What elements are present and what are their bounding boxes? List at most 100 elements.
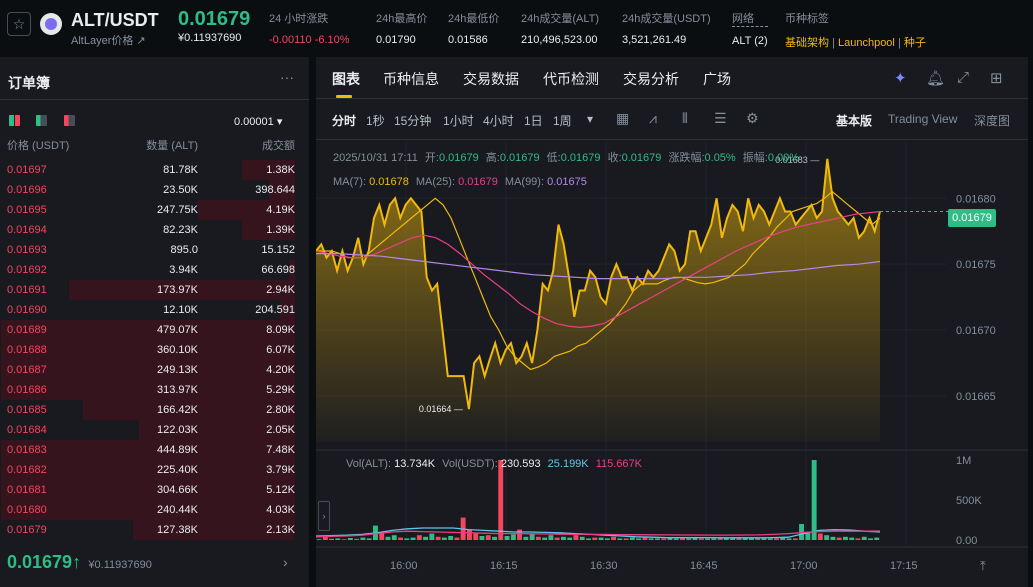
- expand-icon[interactable]: ⤢: [957, 69, 970, 86]
- ask-amount: 304.66K: [157, 484, 198, 496]
- price-chart[interactable]: 0.01680 0.01675 0.01670 0.01665 1M 500K 0.00 16…: [316, 57, 1028, 587]
- ask-price: 0.01687: [7, 364, 47, 376]
- volume-bar: [730, 538, 736, 540]
- volume-bar: [868, 538, 873, 540]
- ask-row[interactable]: 0.01690 12.10K 204.591: [0, 300, 309, 320]
- ask-row[interactable]: 0.01680 240.44K 4.03K: [0, 500, 309, 520]
- calendar-icon[interactable]: ▦: [616, 110, 630, 126]
- collapse-toggle-button[interactable]: ›: [318, 501, 330, 531]
- view-bids-icon[interactable]: [36, 115, 48, 126]
- volume-bar: [592, 537, 598, 540]
- volume-bar: [598, 537, 604, 540]
- more-options-icon[interactable]: ···: [280, 69, 294, 85]
- volume-bar: [322, 536, 328, 540]
- favorite-star-icon[interactable]: ☆: [7, 12, 31, 36]
- tf-1d[interactable]: 1日: [524, 114, 543, 128]
- ask-row[interactable]: 0.01692 3.94K 66.698: [0, 260, 309, 280]
- pair-title[interactable]: ALT/USDT: [71, 10, 159, 30]
- volume-bar: [416, 535, 422, 540]
- price-area: [316, 158, 880, 443]
- volume-bar: [717, 537, 723, 540]
- tf-timeshare[interactable]: 分时: [332, 114, 357, 128]
- depth-bar: [280, 300, 295, 320]
- tf-more-dropdown[interactable]: ▾: [587, 112, 594, 126]
- ask-row[interactable]: 0.01697 81.78K 1.38K: [0, 160, 309, 180]
- settings-sliders-icon[interactable]: ☰: [714, 110, 727, 126]
- pair-subtitle-link[interactable]: AltLayer价格 ↗: [71, 35, 146, 47]
- ask-row[interactable]: 0.01682 225.40K 3.79K: [0, 460, 309, 480]
- tag-infrastructure[interactable]: 基础架构: [785, 37, 829, 49]
- ask-price: 0.01680: [7, 504, 47, 516]
- volume-bar: [667, 537, 673, 540]
- tf-15m[interactable]: 15分钟: [394, 114, 432, 128]
- ask-price: 0.01694: [7, 224, 47, 236]
- candle-type-icon[interactable]: ⫴: [682, 110, 688, 126]
- ma7-line: [316, 190, 881, 371]
- ask-row[interactable]: 0.01679 127.38K 2.13K: [0, 520, 309, 540]
- volume-bar: [636, 538, 642, 540]
- volume-bar: [567, 537, 573, 540]
- depth-bar: [83, 400, 295, 420]
- orderbook-last-price[interactable]: 0.01679↑ ¥0.11937690: [7, 552, 152, 572]
- volume-bar: [648, 538, 654, 540]
- view-asks-icon[interactable]: [63, 115, 75, 126]
- view-both-icon[interactable]: [9, 115, 20, 126]
- view-basic[interactable]: 基本版: [836, 114, 873, 128]
- volume-bar: [391, 535, 397, 540]
- volume-bar: [755, 538, 761, 540]
- vol-tick-label: 500K: [956, 495, 982, 507]
- ask-row[interactable]: 0.01689 479.07K 8.09K: [0, 320, 309, 340]
- indicator-icon[interactable]: ⩘: [649, 110, 657, 126]
- ask-row[interactable]: 0.01681 304.66K 5.12K: [0, 480, 309, 500]
- volume-legend: Vol(ALT): 13.734K Vol(USDT): 230.593 25.…: [346, 458, 642, 470]
- view-tradingview[interactable]: Trading View: [888, 112, 958, 126]
- volume-bar: [623, 538, 629, 540]
- volume-bar: [360, 537, 366, 540]
- chevron-right-icon[interactable]: ›: [283, 554, 288, 570]
- view-depth[interactable]: 深度图: [974, 114, 1011, 128]
- volume-bar: [830, 536, 836, 540]
- tag-launchpool[interactable]: Launchpool: [837, 37, 895, 49]
- layout-grid-icon[interactable]: ⊞: [990, 70, 1003, 87]
- volume-bar: [479, 536, 485, 540]
- tab-token-check[interactable]: 代币检测: [543, 71, 599, 87]
- ask-row[interactable]: 0.01688 360.10K 6.07K: [0, 340, 309, 360]
- tf-1h[interactable]: 1小时: [443, 114, 474, 128]
- ai-sparkle-icon[interactable]: ✦: [894, 70, 907, 87]
- ma25-line: [316, 210, 881, 329]
- gear-icon[interactable]: ⚙: [746, 110, 759, 126]
- volume-bar: [454, 537, 460, 540]
- ask-row[interactable]: 0.01685 166.42K 2.80K: [0, 400, 309, 420]
- ask-row[interactable]: 0.01683 444.89K 7.48K: [0, 440, 309, 460]
- tab-trade-analysis[interactable]: 交易分析: [623, 71, 679, 87]
- volume-bar: [824, 535, 830, 540]
- volume-bar: [529, 534, 535, 540]
- ask-row[interactable]: 0.01686 313.97K 5.29K: [0, 380, 309, 400]
- tab-coin-info[interactable]: 币种信息: [383, 71, 439, 87]
- ask-price: 0.01683: [7, 444, 47, 456]
- stat-network[interactable]: 网络 ALT (2): [732, 10, 768, 47]
- tf-4h[interactable]: 4小时: [483, 114, 514, 128]
- ma99-line: [316, 253, 881, 280]
- bell-icon[interactable]: 🔔︎: [926, 70, 946, 87]
- volume-bar: [548, 535, 554, 540]
- tf-1s[interactable]: 1秒: [366, 114, 385, 128]
- ask-row[interactable]: 0.01691 173.97K 2.94K: [0, 280, 309, 300]
- ask-row[interactable]: 0.01687 249.13K 4.20K: [0, 360, 309, 380]
- ask-row[interactable]: 0.01684 122.03K 2.05K: [0, 420, 309, 440]
- tag-seed[interactable]: 种子: [903, 37, 926, 49]
- tab-trading-data[interactable]: 交易数据: [463, 71, 519, 87]
- ask-row[interactable]: 0.01695 247.75K 4.19K: [0, 200, 309, 220]
- tick-size-select[interactable]: 0.00001 ▾: [234, 116, 283, 128]
- ask-row[interactable]: 0.01694 82.23K 1.39K: [0, 220, 309, 240]
- fit-height-icon[interactable]: ⤒: [980, 558, 986, 573]
- depth-bar: [68, 280, 295, 300]
- ask-row[interactable]: 0.01693 895.0 15.152: [0, 240, 309, 260]
- ask-price: 0.01689: [7, 324, 47, 336]
- tab-chart[interactable]: 图表: [332, 71, 360, 87]
- ask-row[interactable]: 0.01696 23.50K 398.644: [0, 180, 309, 200]
- tf-1w[interactable]: 1周: [553, 114, 572, 128]
- chart-tabs: 图表 币种信息 交易数据 代币检测 交易分析 广场 ✦ 🔔︎ ⤢ ⊞: [316, 57, 1028, 99]
- volume-bar: [504, 536, 510, 540]
- tab-square[interactable]: 广场: [703, 71, 731, 87]
